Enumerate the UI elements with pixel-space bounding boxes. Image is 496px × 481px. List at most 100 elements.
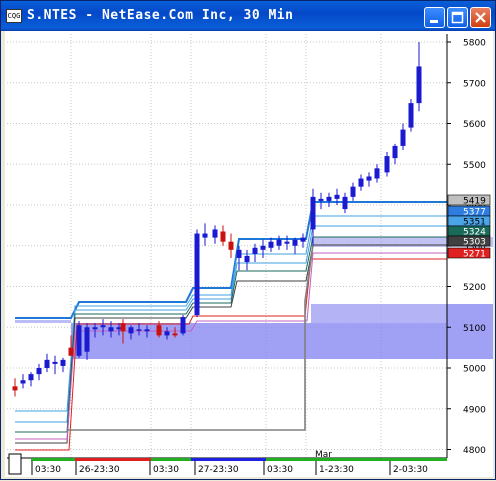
y-tick-label: 4800 — [463, 446, 486, 456]
y-tick-label: 5000 — [463, 365, 486, 375]
price-label: 5324 — [463, 228, 486, 238]
candle-body — [44, 359, 50, 368]
candle-body — [194, 233, 200, 316]
candle-body — [100, 325, 106, 328]
x-tick-label: 1-23:30 — [319, 465, 354, 475]
y-tick-label: 5200 — [463, 283, 486, 293]
close-glyph — [475, 12, 486, 23]
scroll-box[interactable] — [8, 453, 22, 475]
candle-body — [28, 374, 34, 381]
candle-body — [374, 168, 380, 179]
candle-body — [128, 327, 134, 334]
price-label: 5351 — [463, 218, 486, 228]
title-bar[interactable]: CQG S.NTES - NetEase.Com Inc, 30 Min — [1, 1, 495, 31]
session-bar — [381, 458, 447, 461]
candle-body — [260, 245, 266, 250]
candle-body — [416, 66, 422, 104]
highlight-band-mid — [311, 237, 447, 247]
candle-body — [252, 247, 258, 254]
candle-body — [172, 333, 178, 336]
price-label: 5271 — [463, 250, 486, 260]
x-tick-label: 27-23:30 — [198, 465, 239, 475]
session-bar — [75, 458, 151, 461]
candle-body — [76, 325, 82, 356]
y-tick-label: 5300 — [463, 242, 486, 252]
candle-body — [68, 347, 74, 356]
candle-body — [52, 361, 58, 364]
level-line — [15, 215, 447, 412]
candle-body — [366, 176, 372, 181]
x-tick-label: 03:30 — [35, 465, 61, 475]
candle-body — [342, 196, 348, 210]
month-label: Mar — [315, 450, 332, 460]
candle-body — [292, 239, 298, 246]
close-icon[interactable] — [470, 7, 491, 28]
candlestick-series — [12, 42, 422, 397]
x-tick-label: 03:30 — [267, 465, 293, 475]
y-tick-label: 4900 — [463, 405, 486, 415]
candle-body — [228, 241, 234, 250]
highlight-band-upper — [311, 304, 447, 323]
y-tick-label: 5600 — [463, 120, 486, 130]
x-axis-area — [7, 458, 493, 476]
y-tick-label: 5800 — [463, 39, 486, 49]
candle-body — [400, 129, 406, 146]
candle-body — [350, 186, 356, 197]
candle-body — [136, 329, 142, 331]
candle-body — [20, 380, 26, 384]
highlight-band-lower — [71, 323, 447, 359]
price-label-box — [447, 235, 491, 247]
chart-area[interactable]: 5800570056005500540053005200510050004900… — [5, 31, 493, 477]
candle-body — [326, 196, 332, 201]
session-bar — [191, 458, 266, 461]
candle-body — [334, 194, 340, 199]
price-chart[interactable]: 5800570056005500540053005200510050004900… — [5, 31, 493, 477]
candle-body — [156, 325, 162, 336]
maximize-icon[interactable] — [447, 7, 468, 28]
window-title: S.NTES - NetEase.Com Inc, 30 Min — [27, 8, 294, 23]
candle-body — [12, 386, 18, 391]
maximize-glyph — [451, 11, 464, 24]
candle-body — [284, 241, 290, 244]
candle-body — [408, 103, 414, 128]
candle-body — [84, 327, 90, 352]
price-label: 5377 — [463, 208, 486, 218]
candle-body — [310, 196, 316, 230]
candle-body — [144, 329, 150, 332]
x-axis[interactable]: 03:30 26-23:30 03:30 27-23:30 03:30 1-23:30 2-… — [31, 461, 428, 475]
candle-body — [358, 178, 364, 187]
x-tick-label: 03:30 — [153, 465, 179, 475]
level-lines — [15, 201, 447, 451]
candle-body — [300, 237, 306, 242]
candle-body — [276, 239, 282, 246]
y-tick-label: 5700 — [463, 79, 486, 89]
candle-body — [220, 231, 226, 242]
candle-body — [318, 198, 324, 201]
candle-body — [60, 359, 66, 366]
candle-body — [164, 331, 170, 336]
candle-body — [384, 156, 390, 173]
session-bar — [31, 458, 75, 461]
candle-body — [202, 233, 208, 238]
candle-body — [268, 241, 274, 248]
candle-body — [180, 317, 186, 334]
band-stub — [15, 320, 71, 323]
price-label: 5419 — [463, 197, 486, 207]
y-tick-label: 5100 — [463, 324, 486, 334]
x-tick-label: 2-03:30 — [393, 465, 428, 475]
candle-body — [392, 145, 398, 159]
session-bar — [151, 458, 191, 461]
candle-body — [236, 249, 242, 258]
candle-body — [212, 229, 218, 238]
price-label-box — [447, 194, 491, 206]
candle-body — [244, 255, 250, 263]
candle-body — [116, 327, 122, 330]
minimize-icon[interactable] — [424, 7, 445, 28]
x-axis-session-bars — [31, 458, 447, 461]
x-tick-label: 26-23:30 — [79, 465, 120, 475]
candle-body — [108, 327, 114, 332]
app-icon[interactable]: CQG — [6, 9, 22, 23]
minimize-glyph — [430, 20, 438, 23]
candle-body — [36, 368, 42, 375]
level-line — [67, 244, 314, 431]
